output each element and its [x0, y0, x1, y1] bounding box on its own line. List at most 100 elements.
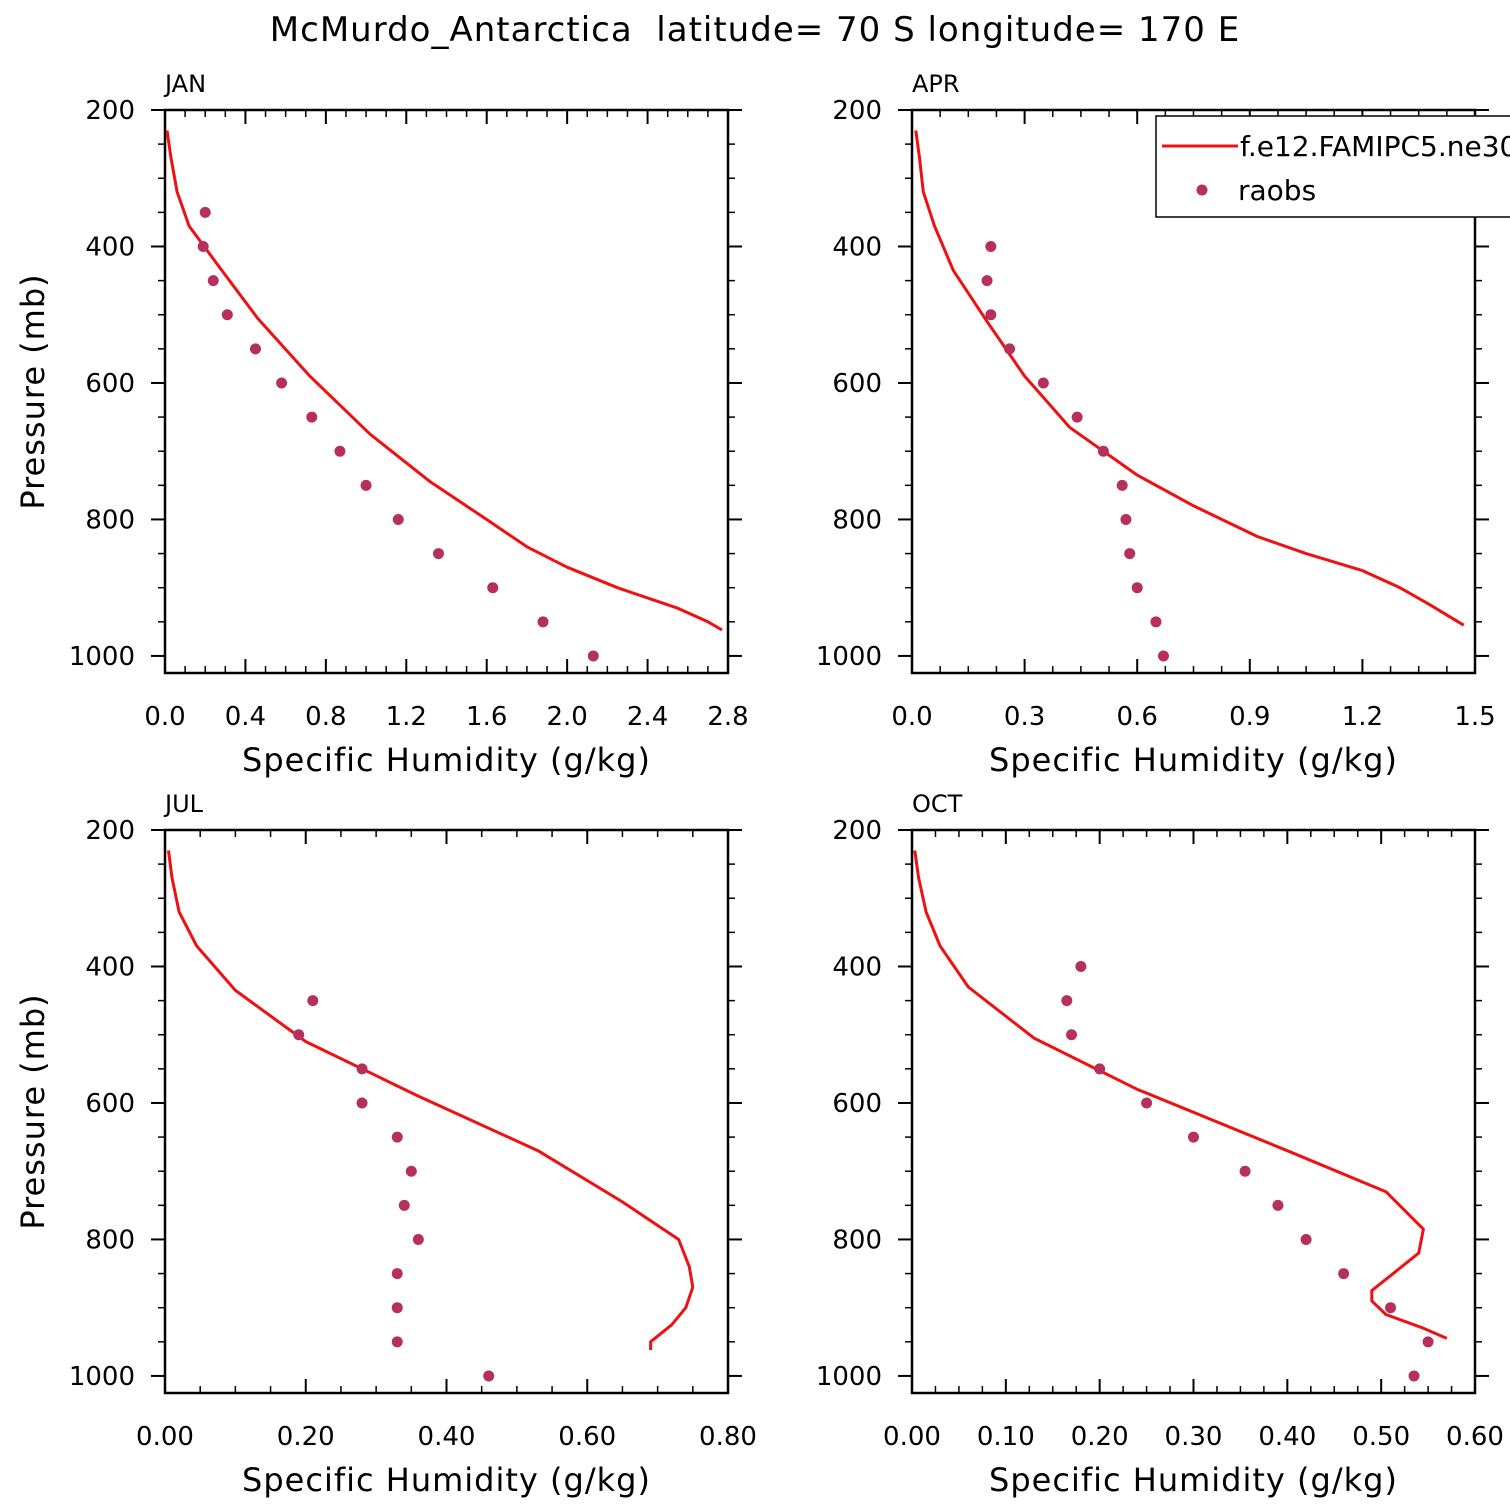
raobs-point [199, 206, 211, 218]
raobs-point [356, 1063, 368, 1075]
y-tick-label: 200 [85, 96, 135, 126]
x-tick-label: 0.6 [1117, 702, 1158, 732]
raobs-point [1131, 582, 1143, 594]
legend-obs-label: raobs [1238, 174, 1316, 207]
x-tick-label: 0.50 [1352, 1422, 1410, 1452]
y-tick-label: 1000 [69, 642, 135, 672]
panel-title: OCT [912, 790, 963, 818]
raobs-point [391, 1268, 403, 1280]
y-tick-label: 600 [832, 369, 882, 399]
x-axis-label: Specific Humidity (g/kg) [242, 1461, 651, 1499]
raobs-point [483, 1370, 495, 1382]
raobs-point [985, 309, 997, 321]
panel-title: JAN [163, 70, 206, 98]
raobs-point [398, 1199, 410, 1211]
raobs-point [276, 377, 288, 389]
x-axis-label: Specific Humidity (g/kg) [989, 741, 1398, 779]
raobs-point [985, 240, 997, 252]
y-tick-label: 1000 [816, 1362, 882, 1392]
y-tick-label: 1000 [69, 1362, 135, 1392]
y-axis-label: Pressure (mb) [14, 273, 52, 509]
x-tick-label: 1.2 [1342, 702, 1383, 732]
x-tick-label: 0.80 [699, 1422, 757, 1452]
raobs-point [1075, 960, 1087, 972]
y-tick-label: 800 [832, 1225, 882, 1255]
raobs-point [1061, 995, 1073, 1007]
y-tick-label: 400 [85, 232, 135, 262]
plot-frame [163, 828, 730, 1395]
y-tick-label: 800 [832, 505, 882, 535]
raobs-point [537, 616, 549, 628]
x-tick-label: 0.10 [977, 1422, 1035, 1452]
plot-area [167, 850, 695, 1350]
raobs-point [306, 411, 318, 423]
raobs-point [360, 479, 372, 491]
x-tick-label: 0.0 [144, 702, 185, 732]
raobs-point [293, 1029, 305, 1041]
plot-frame [163, 108, 730, 675]
x-tick-label: 0.8 [305, 702, 346, 732]
raobs-point [981, 275, 993, 287]
raobs-point [1338, 1268, 1350, 1280]
x-tick-label: 2.4 [627, 702, 668, 732]
x-tick-label: 0.20 [277, 1422, 335, 1452]
x-tick-label: 2.8 [707, 702, 748, 732]
x-tick-label: 0.0 [891, 702, 932, 732]
x-tick-label: 0.4 [225, 702, 266, 732]
raobs-point [405, 1165, 417, 1177]
x-tick-label: 1.5 [1454, 702, 1495, 732]
raobs-point [249, 343, 261, 355]
x-tick-label: 0.40 [1258, 1422, 1316, 1452]
raobs-point [391, 1302, 403, 1314]
legend-box [1155, 115, 1510, 218]
raobs-point [221, 309, 233, 321]
y-tick-label: 800 [85, 1225, 135, 1255]
model-profile-line [165, 130, 723, 632]
panel-title: JUL [163, 790, 204, 818]
plot-area [165, 130, 723, 632]
raobs-point [1116, 479, 1128, 491]
raobs-point [1385, 1302, 1397, 1314]
y-axis-label: Pressure (mb) [14, 993, 52, 1229]
raobs-point [1094, 1063, 1106, 1075]
raobs-point [391, 1336, 403, 1348]
y-tick-label: 600 [85, 1089, 135, 1119]
x-tick-label: 0.60 [558, 1422, 616, 1452]
raobs-point [334, 445, 346, 457]
x-tick-label: 0.00 [883, 1422, 941, 1452]
raobs-point [1004, 343, 1016, 355]
raobs-point [1037, 377, 1049, 389]
x-tick-label: 1.2 [386, 702, 427, 732]
raobs-point [487, 582, 499, 594]
raobs-point [412, 1233, 424, 1245]
raobs-point [587, 650, 599, 662]
x-axis-label: Specific Humidity (g/kg) [242, 741, 651, 779]
raobs-point [432, 548, 444, 560]
legend: f.e12.FAMIPC5.ne30 raobs [1155, 115, 1510, 218]
x-tick-label: 0.20 [1071, 1422, 1129, 1452]
x-tick-label: 1.6 [466, 702, 507, 732]
raobs-point [307, 995, 319, 1007]
panel-title: APR [912, 70, 960, 98]
y-tick-label: 400 [832, 952, 882, 982]
legend-model-label: f.e12.FAMIPC5.ne30 [1240, 130, 1510, 163]
raobs-point [391, 1131, 403, 1143]
raobs-point [1188, 1131, 1199, 1143]
legend-marker-swatch [1196, 184, 1208, 196]
model-profile-line [167, 850, 695, 1350]
raobs-point [207, 275, 219, 287]
raobs-point [1066, 1029, 1078, 1041]
x-tick-label: 0.3 [1004, 702, 1045, 732]
raobs-point [1097, 445, 1109, 457]
y-tick-label: 400 [85, 952, 135, 982]
raobs-point [1157, 650, 1169, 662]
x-tick-label: 0.9 [1229, 702, 1270, 732]
raobs-point [1141, 1097, 1153, 1109]
raobs-point [1120, 513, 1132, 525]
raobs-point [392, 513, 404, 525]
x-tick-label: 0.00 [136, 1422, 194, 1452]
panel-jul: JUL 0.00 0.20 0.40 0.60 0.80 200 400 600 800 1000 S… [14, 790, 757, 1499]
raobs-point [356, 1097, 368, 1109]
panel-jan: JAN 0.0 0.4 0.8 1.2 1.6 2.0 2.4 2.8 200 400 600 800 1… [14, 70, 749, 779]
